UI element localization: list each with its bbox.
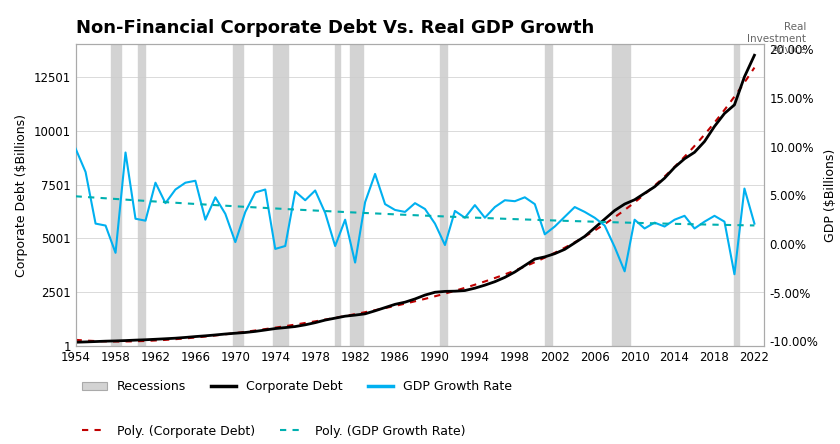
Text: Non-Financial Corporate Debt Vs. Real GDP Growth: Non-Financial Corporate Debt Vs. Real GD… [76, 19, 594, 37]
Bar [111, 44, 120, 346]
Legend: Recessions, Corporate Debt, GDP Growth Rate: Recessions, Corporate Debt, GDP Growth R… [81, 381, 512, 393]
Legend: Poly. (Corporate Debt), Poly. (GDP Growth Rate): Poly. (Corporate Debt), Poly. (GDP Growt… [81, 425, 465, 438]
Y-axis label: GDP ($Billions): GDP ($Billions) [824, 149, 837, 242]
Bar [734, 44, 739, 346]
Bar [335, 44, 340, 346]
Bar [545, 44, 552, 346]
Bar [612, 44, 630, 346]
Bar [350, 44, 363, 346]
Y-axis label: Corporate Debt ($Billions): Corporate Debt ($Billions) [15, 114, 28, 277]
Bar [233, 44, 243, 346]
Bar [440, 44, 448, 346]
Bar [273, 44, 288, 346]
Text: Real
Investment
Advice: Real Investment Advice [748, 22, 806, 56]
Bar [138, 44, 145, 346]
